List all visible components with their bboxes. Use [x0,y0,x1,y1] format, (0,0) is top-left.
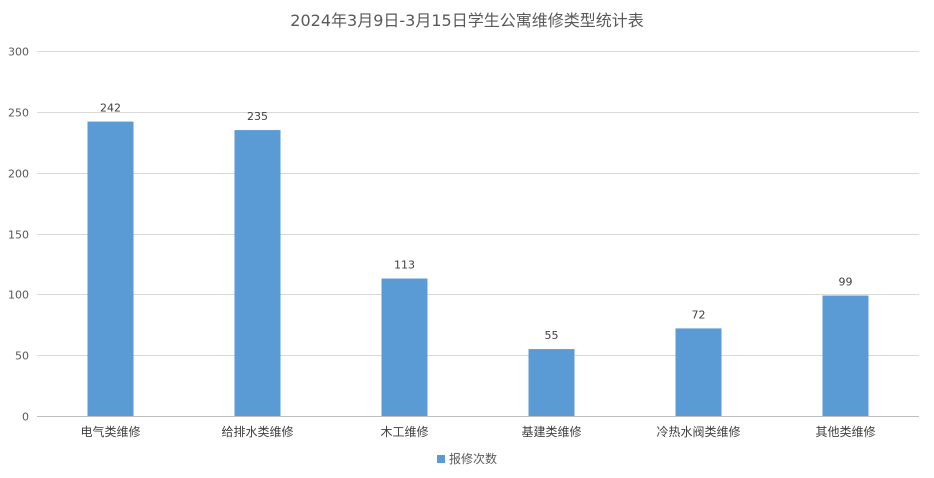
y-tick-label: 200 [8,168,29,181]
y-axis-ticks: 0 50 100 150 200 250 300 [8,46,29,424]
gridlines [37,51,919,417]
bar [381,278,428,416]
data-label: 99 [839,276,853,289]
data-label: 113 [394,259,415,272]
y-tick-label: 100 [8,289,29,302]
data-label: 242 [100,102,121,115]
data-label: 72 [692,308,706,321]
y-tick-label: 300 [8,46,29,59]
x-category-label: 木工维修 [380,424,428,439]
x-category-label: 基建类维修 [521,424,581,439]
x-category-label: 冷热水阀类维修 [656,424,740,439]
y-tick-label: 0 [22,411,29,424]
legend-label: 报修次数 [449,451,497,466]
x-category-label: 电气类维修 [80,424,140,439]
y-tick-label: 50 [15,350,29,363]
chart-title: 2024年3月9日-3月15日学生公寓维修类型统计表 [290,11,643,30]
bar [234,130,281,417]
data-label: 235 [247,110,268,123]
bars [87,121,869,417]
legend: 报修次数 [437,451,497,466]
y-tick-label: 150 [8,229,29,242]
bar [822,295,869,416]
bar [528,349,575,416]
bar [675,328,722,416]
data-label: 55 [545,329,559,342]
y-tick-label: 250 [8,107,29,120]
x-category-label: 其他类维修 [815,424,875,439]
data-labels: 242 235 113 55 72 99 [100,102,853,343]
x-axis-categories: 电气类维修 给排水类维修 木工维修 基建类维修 冷热水阀类维修 其他类维修 [80,424,875,439]
x-category-label: 给排水类维修 [221,424,293,439]
legend-swatch [437,455,445,463]
bar [87,121,134,417]
